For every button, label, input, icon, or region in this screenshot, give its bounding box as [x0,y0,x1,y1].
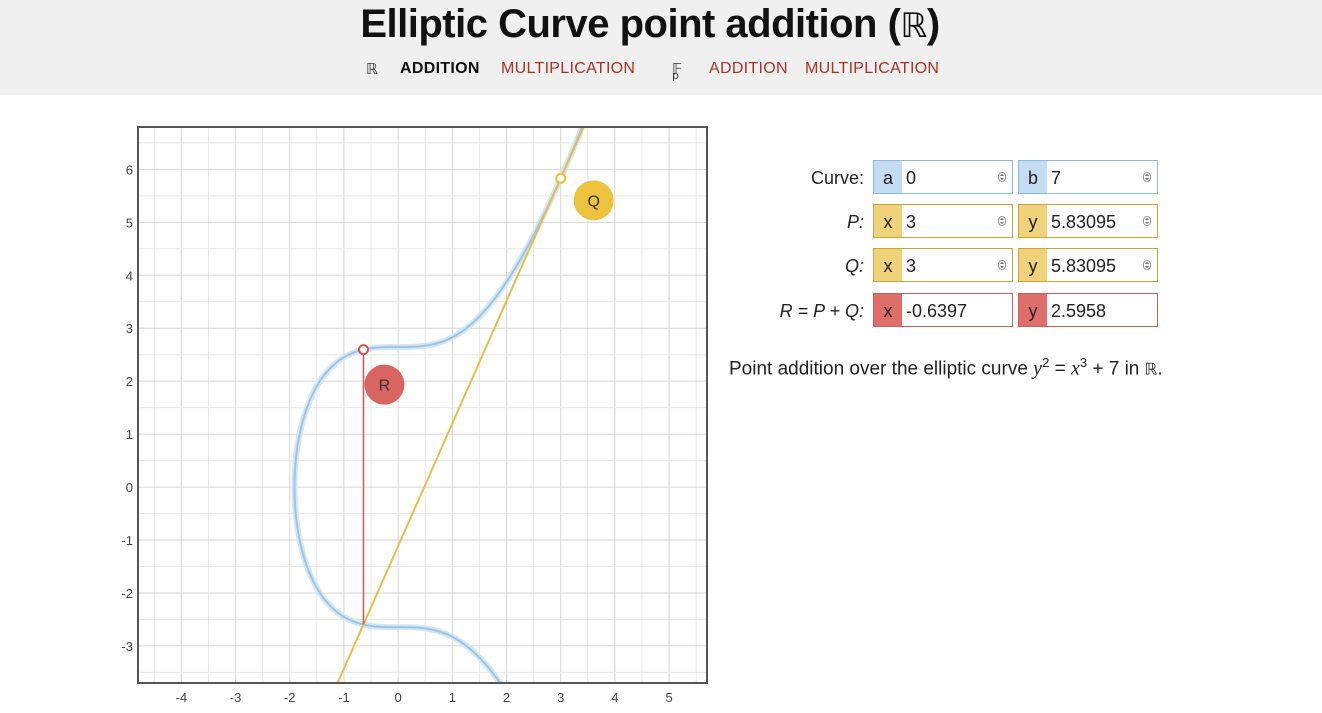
elliptic-curve [291,127,586,683]
p-y-value[interactable]: 5.83095 [1051,212,1117,232]
r-point-label: R [379,378,391,395]
a-spinner-icon[interactable] [998,172,1006,182]
y-tick-label: -1 [121,533,133,548]
tangent-line [336,127,585,683]
p-row: P: x 3 y 5.83095 [730,204,1160,240]
page-title: Elliptic Curve point addition (ℝ) [360,2,940,46]
y-tick-label: 5 [126,215,133,230]
p-x-input[interactable]: x 3 [873,204,1013,238]
r-label: R = P + Q: [779,301,864,321]
q-y-value[interactable]: 5.83095 [1051,256,1117,276]
x-tick-label: -3 [230,690,242,705]
nav-fp-multiplication[interactable]: MULTIPLICATION [805,60,940,77]
q-point-label: Q [587,193,599,210]
nav-real-multiplication[interactable]: MULTIPLICATION [501,60,636,77]
controls-panel: Curve: a 0 b 7 P: x 3 y 5.83095 Q: x 3 [730,160,1170,335]
p-label: P: [846,212,864,232]
r-point-marker[interactable] [357,344,369,356]
y-tick-label: 2 [126,374,133,389]
x-tick-label: 0 [394,690,401,705]
r-y-output: y 2.5958 [1018,293,1158,327]
nav-fp-addition[interactable]: ADDITION [709,60,788,77]
q-x-tag: x [874,249,902,281]
description-text: Point addition over the elliptic curve y… [729,355,1163,380]
x-tick-label: -2 [284,690,296,705]
q-y-input[interactable]: y 5.83095 [1018,248,1158,282]
curve-row: Curve: a 0 b 7 [730,160,1160,196]
x-axis-ticks: -4 -3 -2 -1 0 1 2 3 4 5 [176,690,673,705]
header: Elliptic Curve point addition (ℝ) ℝ ADDI… [0,0,1322,95]
q-x-input[interactable]: x 3 [873,248,1013,282]
plot-frame [137,126,708,684]
x-tick-label: -4 [176,690,188,705]
x-tick-label: 1 [449,690,456,705]
q-label: Q: [844,256,864,276]
x-tick-label: 4 [611,690,618,705]
p-y-input[interactable]: y 5.83095 [1018,204,1158,238]
real-field-symbol: ℝ [366,60,379,78]
r-x-output: x -0.6397 [873,293,1013,327]
curve-label: Curve: [810,168,864,188]
curve-halo [291,127,586,683]
b-value[interactable]: 7 [1051,168,1062,188]
y-tick-label: 1 [126,427,133,442]
x-tick-label: 2 [503,690,510,705]
p-x-spinner-icon[interactable] [998,216,1006,226]
a-value[interactable]: 0 [906,168,917,188]
r-row: R = P + Q: x -0.6397 y 2.5958 [730,293,1160,329]
q-point-marker[interactable] [555,172,567,184]
x-tick-label: 3 [557,690,564,705]
a-tag: a [874,161,902,193]
y-axis-ticks: 6 5 4 3 2 1 0 -1 -2 -3 [121,162,133,654]
q-y-tag: y [1019,249,1047,281]
p-x-value[interactable]: 3 [906,212,917,232]
curve-plot[interactable]: Q R -4 -3 -2 -1 0 1 2 3 4 5 6 5 4 3 2 1 0 -1 -2 -3 [0,95,720,713]
y-tick-label: 3 [126,321,133,336]
x-tick-label: -1 [338,690,350,705]
curve-a-input[interactable]: a 0 [873,160,1013,194]
y-tick-label: -3 [121,639,133,654]
x-tick-label: 5 [665,690,672,705]
r-y-tag: y [1019,294,1047,326]
nav-real-addition[interactable]: ADDITION [400,60,480,77]
p-x-tag: x [874,205,902,237]
r-point-badge[interactable] [364,364,405,405]
q-point-badge[interactable] [573,180,614,221]
y-tick-label: 4 [126,268,133,283]
q-row: Q: x 3 y 5.83095 [730,248,1160,284]
b-tag: b [1019,161,1047,193]
b-spinner-icon[interactable] [1143,172,1151,182]
r-x-tag: x [874,294,902,326]
y-tick-label: 0 [126,480,133,495]
curve-path [293,127,584,683]
y-tick-label: 6 [126,162,133,177]
y-tick-label: -2 [121,586,133,601]
p-y-tag: y [1019,205,1047,237]
r-x-value: -0.6397 [906,301,968,321]
r-y-value: 2.5958 [1051,301,1107,321]
q-y-spinner-icon[interactable] [1143,260,1151,270]
plot-grid [138,127,707,683]
curve-b-input[interactable]: b 7 [1018,160,1158,194]
p-y-spinner-icon[interactable] [1143,216,1151,226]
q-x-spinner-icon[interactable] [998,260,1006,270]
q-x-value[interactable]: 3 [906,256,917,276]
